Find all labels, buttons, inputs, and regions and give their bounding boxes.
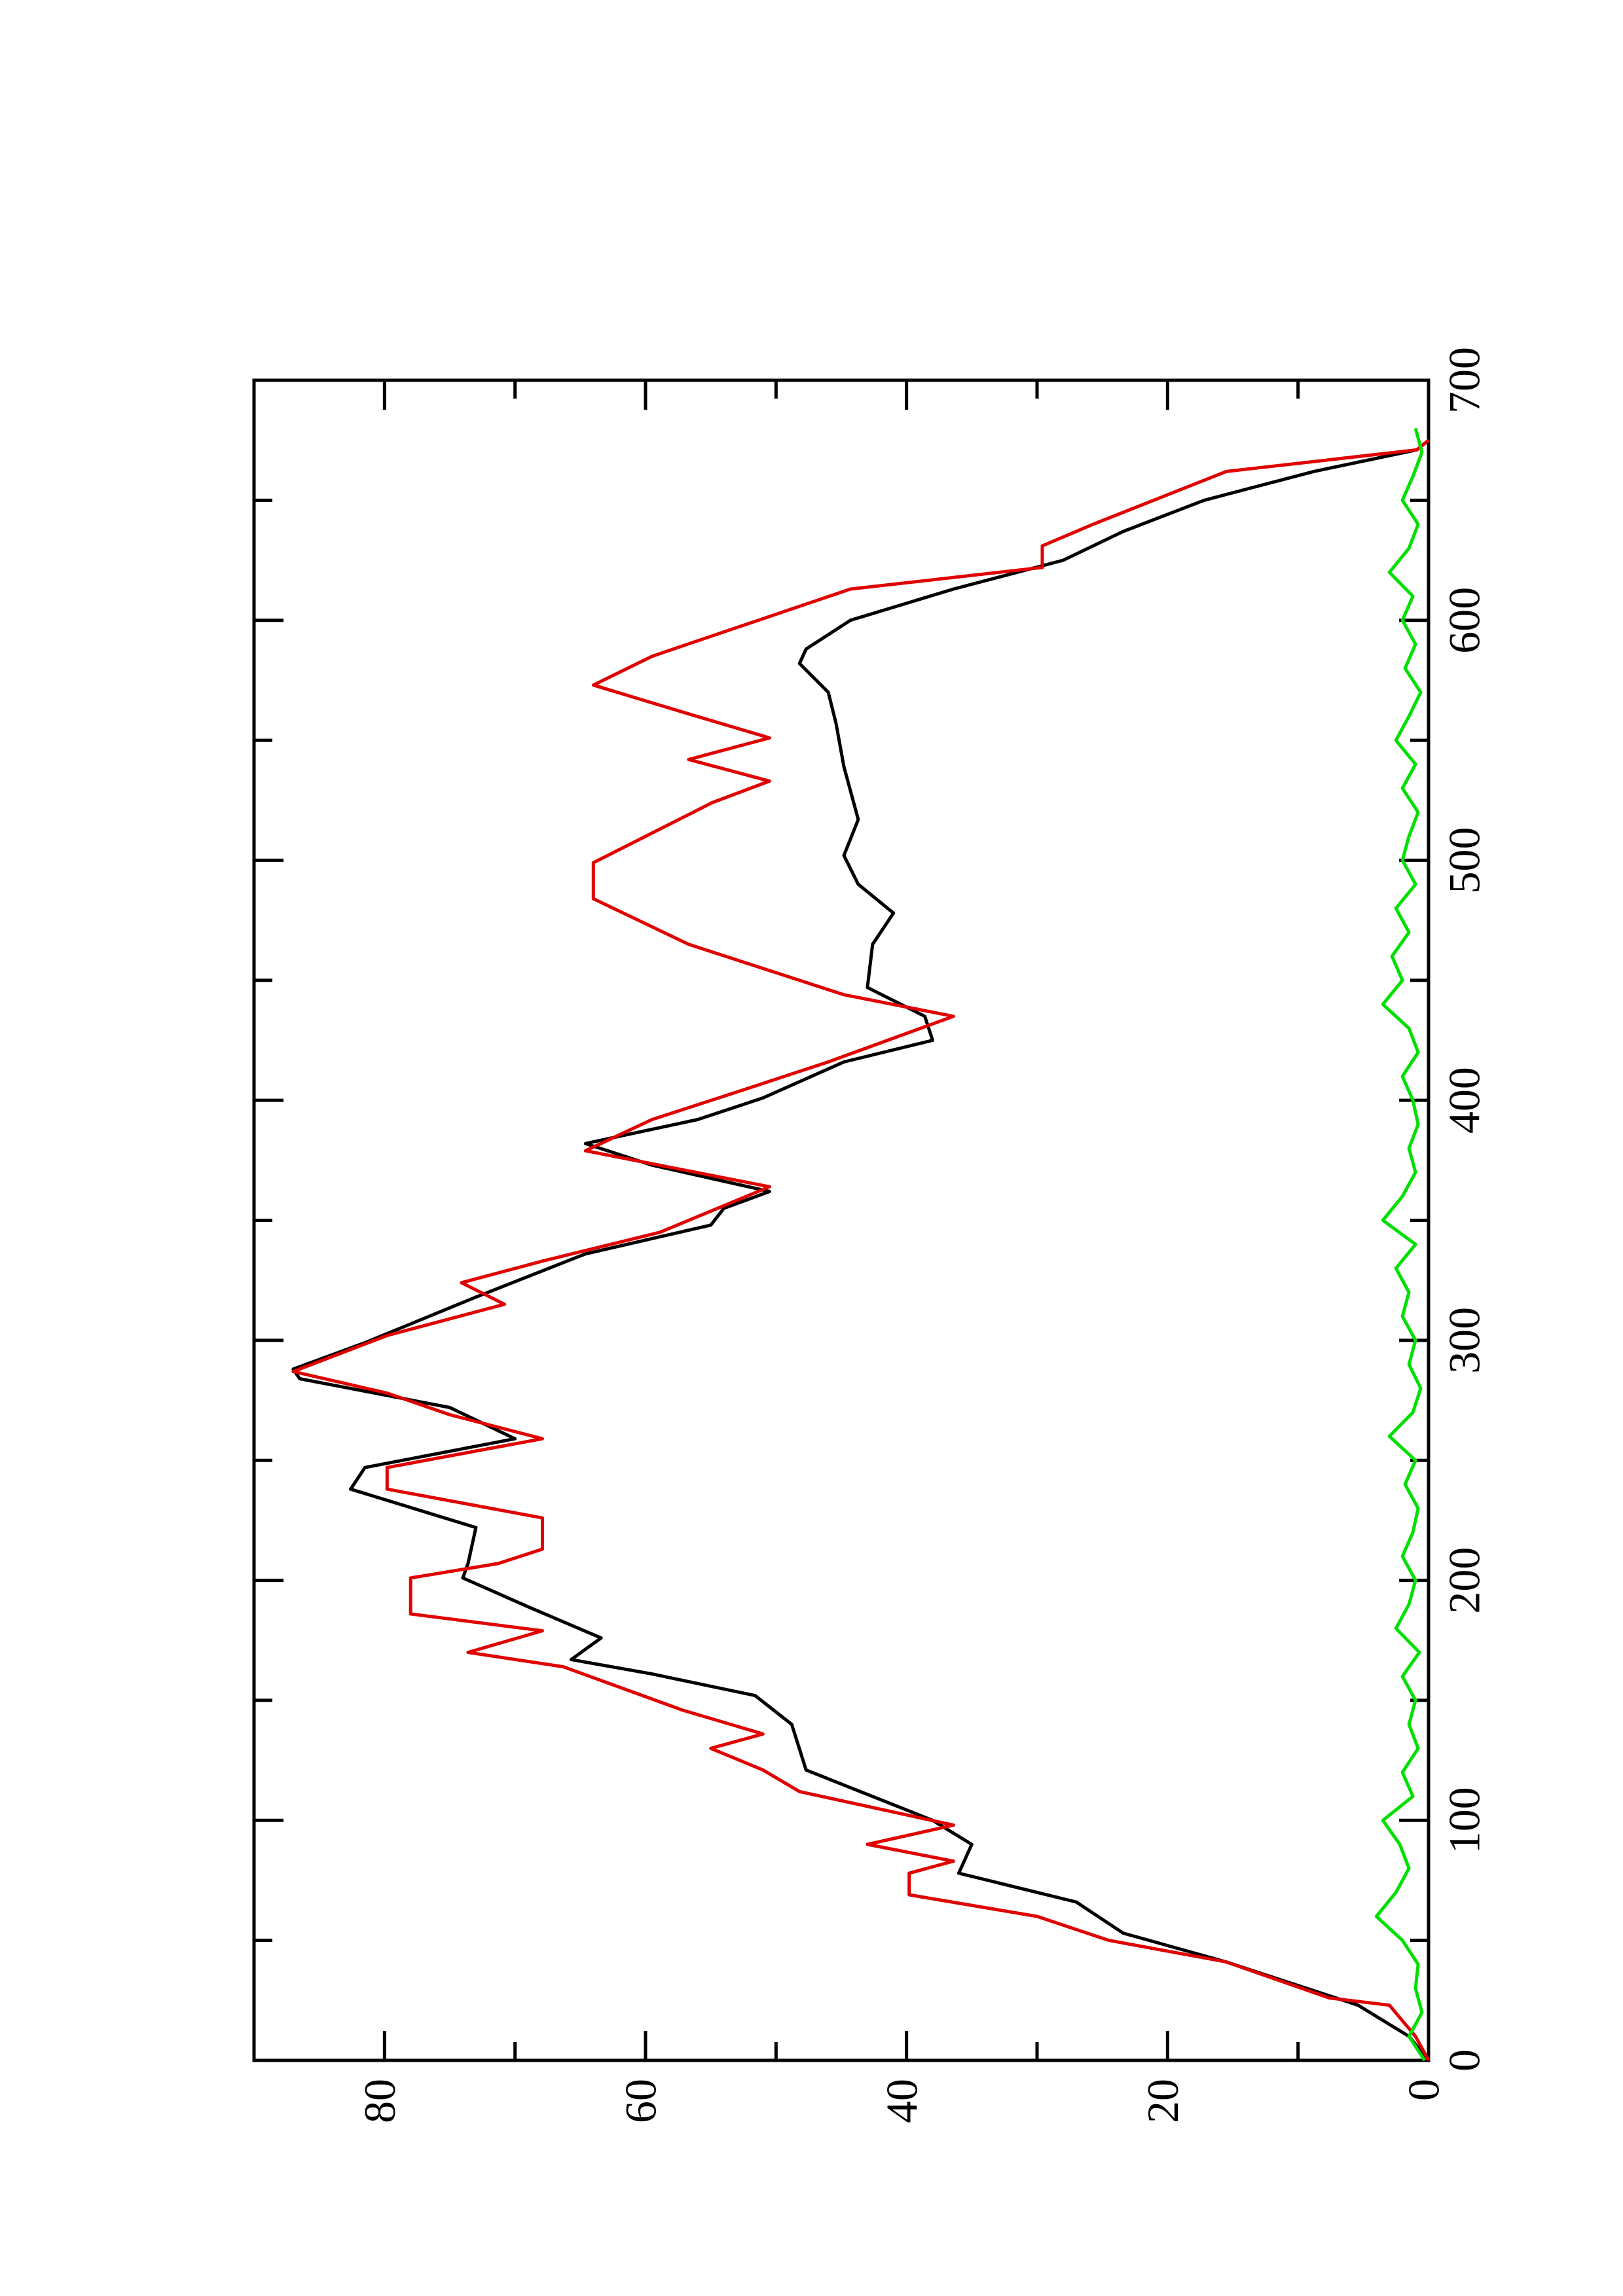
x-tick-label: 700 [1440, 347, 1489, 414]
plot-frame [252, 378, 1431, 2062]
x-tick-label: 0 [1440, 2049, 1489, 2072]
series-line [1374, 427, 1427, 2062]
x-tick-label: 500 [1440, 827, 1489, 893]
x-tick-label: 600 [1440, 587, 1489, 654]
x-tick-label: 300 [1440, 1307, 1489, 1374]
x-tick-label: 200 [1440, 1547, 1489, 1614]
series-line [291, 439, 1431, 2062]
y-tick-label: 80 [355, 2079, 405, 2123]
x-tick-label: 100 [1440, 1787, 1489, 1854]
series-line [291, 439, 1430, 2062]
y-tick-label: 0 [1399, 2079, 1449, 2101]
rotated-plot: 0 100 200 300 400 500 600 700 0 20 40 60 80 [252, 347, 1489, 2123]
y-tick-label: 60 [616, 2079, 666, 2123]
y-tick-label: 20 [1138, 2079, 1188, 2123]
y-tick-label: 40 [877, 2079, 926, 2123]
x-tick-label: 400 [1440, 1067, 1489, 1134]
